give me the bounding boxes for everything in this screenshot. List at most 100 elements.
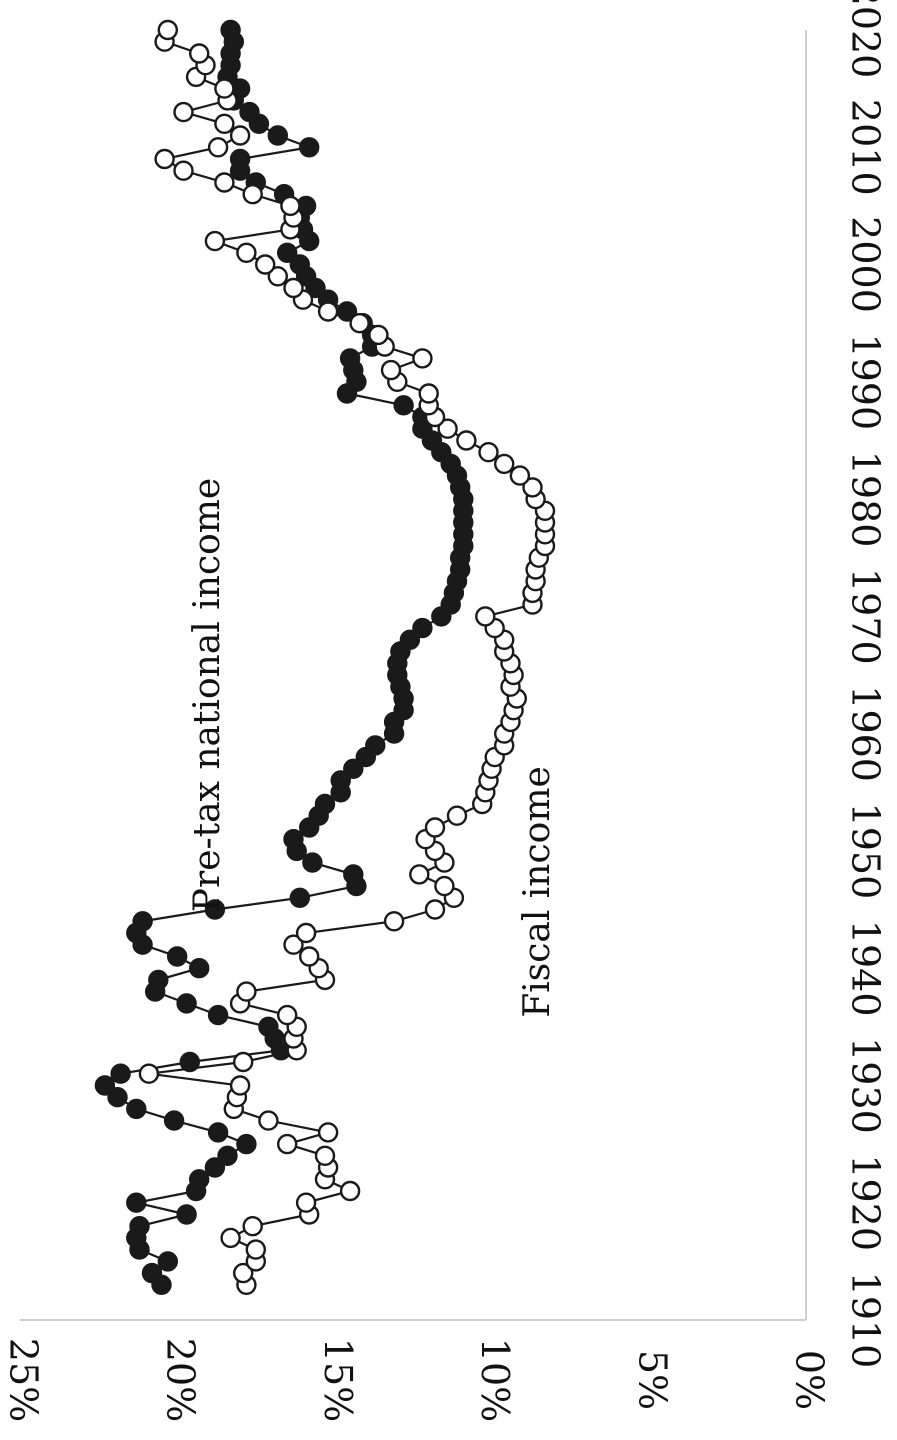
- data-point: [434, 875, 455, 897]
- data-point: [295, 1192, 317, 1213]
- data-point: [217, 1145, 238, 1167]
- data-point: [176, 1204, 197, 1225]
- y-tick-label: 20%: [159, 1338, 203, 1422]
- data-point: [424, 817, 446, 838]
- data-point: [232, 1051, 254, 1073]
- data-point: [295, 922, 317, 944]
- data-point: [412, 348, 433, 369]
- data-point: [314, 1145, 336, 1167]
- data-point: [302, 852, 323, 873]
- x-tick-label: 2000: [844, 216, 888, 313]
- x-tick-label: 1980: [844, 451, 888, 548]
- data-point: [242, 1215, 263, 1237]
- data-point: [277, 1004, 298, 1026]
- y-tick-labels: 0% 5% 10% 15% 20% 25%: [2, 1338, 832, 1422]
- data-point: [207, 137, 229, 158]
- data-point: [289, 887, 310, 908]
- data-point: [330, 770, 351, 791]
- data-point: [239, 101, 260, 123]
- data-point: [179, 1051, 201, 1073]
- data-point: [188, 1169, 210, 1190]
- data-point: [418, 383, 439, 404]
- x-tick-label: 1950: [844, 803, 888, 900]
- x-tick-label: 2010: [844, 99, 888, 196]
- data-point: [317, 301, 339, 322]
- data-point: [126, 1098, 147, 1120]
- data-point: [509, 465, 531, 486]
- data-point: [258, 1110, 279, 1131]
- data-point: [365, 735, 386, 756]
- y-tick-label: 25%: [2, 1338, 46, 1422]
- data-point: [283, 829, 304, 850]
- data-point: [229, 148, 251, 170]
- data-point: [409, 864, 430, 885]
- data-point: [204, 1157, 226, 1178]
- data-point: [207, 1122, 229, 1143]
- data-point: [132, 911, 153, 932]
- data-point: [148, 969, 169, 991]
- data-point: [299, 137, 320, 158]
- data-point: [163, 1110, 185, 1131]
- data-point: [214, 113, 235, 135]
- data-point: [188, 958, 210, 979]
- data-point: [494, 453, 515, 475]
- data-point: [283, 934, 304, 955]
- data-point: [188, 43, 210, 64]
- data-point: [173, 160, 194, 181]
- data-point: [277, 242, 298, 264]
- data-point: [267, 266, 288, 287]
- data-point: [314, 793, 336, 815]
- data-point: [280, 195, 301, 217]
- data-point: [173, 101, 194, 123]
- data-point: [475, 606, 496, 627]
- data-point: [204, 899, 226, 920]
- x-tick-label: 1970: [844, 568, 888, 665]
- data-point: [126, 1192, 147, 1213]
- series-labels: Pre-tax national income Fiscal income: [187, 478, 558, 1018]
- data-point: [141, 1262, 163, 1284]
- series-layer: [94, 19, 556, 1296]
- data-point: [220, 1227, 241, 1249]
- data-point: [94, 1075, 116, 1096]
- data-point: [349, 313, 370, 334]
- data-point: [343, 864, 364, 885]
- data-point: [236, 981, 257, 1002]
- y-tick-label: 15%: [316, 1338, 360, 1422]
- data-point: [110, 1063, 131, 1084]
- data-point: [229, 125, 251, 146]
- x-tick-label: 1990: [844, 333, 888, 430]
- data-point: [368, 324, 389, 346]
- data-point: [478, 442, 499, 463]
- data-point: [157, 19, 179, 41]
- x-tick-label: 1910: [844, 1272, 888, 1369]
- data-point: [339, 348, 361, 369]
- data-point: [138, 1063, 160, 1084]
- data-point: [399, 629, 421, 650]
- data-point: [437, 418, 458, 439]
- data-point: [522, 477, 543, 498]
- data-point: [456, 430, 477, 451]
- data-point: [343, 758, 364, 779]
- data-point: [277, 1133, 298, 1155]
- data-point: [214, 172, 235, 193]
- data-point: [204, 230, 226, 252]
- data-point: [412, 617, 433, 639]
- data-point: [380, 359, 402, 381]
- series-label: Fiscal income: [517, 766, 558, 1018]
- data-point: [157, 1251, 179, 1272]
- y-tick-label: 5%: [630, 1350, 674, 1410]
- data-point: [258, 1016, 279, 1038]
- data-point: [176, 993, 197, 1014]
- data-point: [289, 254, 310, 275]
- series-label: Pre-tax national income: [187, 478, 228, 912]
- data-point: [339, 1180, 361, 1202]
- data-point: [166, 946, 188, 967]
- data-point: [236, 1133, 257, 1155]
- data-point: [255, 254, 276, 275]
- x-tick-label: 1960: [844, 685, 888, 782]
- y-tick-label: 0%: [788, 1350, 832, 1410]
- data-point: [229, 1075, 251, 1096]
- data-point: [129, 1215, 150, 1237]
- x-tick-label: 1940: [844, 920, 888, 1017]
- data-point: [207, 1004, 229, 1026]
